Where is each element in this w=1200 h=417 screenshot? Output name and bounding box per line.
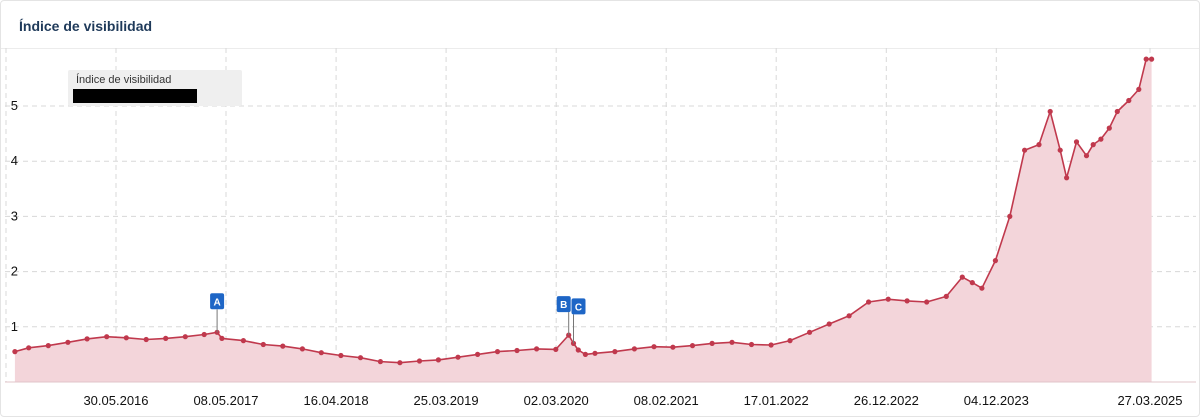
data-point [1036,142,1042,148]
data-point [768,342,774,348]
data-point [84,336,90,342]
data-point [104,334,110,340]
annotation-label: A [213,297,220,308]
data-point [959,274,965,280]
data-point [26,345,32,351]
data-point [299,346,305,352]
data-point [182,334,188,340]
data-point [494,349,501,355]
data-point [612,349,618,355]
data-point [357,355,364,361]
data-point [318,350,324,356]
x-tick-label: 25.03.2019 [414,393,479,408]
data-point [729,339,735,345]
data-point [377,359,383,365]
data-point [1136,86,1142,92]
annotation-label: B [560,300,567,311]
x-tick-label: 02.03.2020 [524,393,589,408]
data-point [1083,153,1090,159]
data-point [514,347,520,354]
x-tick-label: 16.04.2018 [304,393,369,408]
data-point [260,341,266,348]
y-tick-label: 3 [11,208,18,223]
data-point [280,343,286,349]
data-point [846,313,852,319]
data-point [1007,213,1013,219]
data-point [201,331,207,338]
data-point [651,344,657,350]
legend-redacted-value [73,89,197,103]
series-area [14,59,1152,382]
data-point [534,346,540,352]
data-point [866,299,872,305]
data-point [455,354,461,360]
data-point [338,352,344,359]
card-title: Índice de visibilidad [19,18,153,34]
x-tick-label: 08.02.2021 [634,393,699,408]
data-point [1126,97,1132,104]
data-point [1057,147,1063,153]
y-tick-label: 2 [11,264,18,279]
data-point [1064,175,1070,181]
data-point [475,351,481,357]
data-point [631,346,638,352]
y-tick-label: 5 [11,98,18,113]
data-point [219,335,225,341]
data-point [1047,108,1053,115]
data-point [709,340,715,346]
x-tick-label: 04.12.2023 [964,393,1029,408]
data-point [163,335,169,341]
data-point [45,343,51,349]
data-point [416,358,423,364]
data-point [582,351,589,357]
data-point [12,349,18,355]
x-tick-label: 30.05.2016 [83,393,148,408]
x-tick-label: 27.03.2025 [1117,393,1182,408]
data-point [1106,125,1112,131]
data-point [592,350,598,356]
title-divider [1,48,1199,49]
y-tick-label: 4 [11,153,18,168]
data-point [904,298,910,304]
legend-label: Índice de visibilidad [76,74,172,86]
data-point [1090,142,1096,148]
data-point [992,258,999,264]
data-point [1149,56,1155,62]
data-point [1073,139,1080,145]
data-point [123,335,129,341]
annotation-marker [571,298,586,315]
data-point [240,338,246,344]
data-point [969,280,975,286]
data-point [689,343,696,349]
data-point [670,344,676,350]
data-point [143,336,149,343]
data-point [1022,147,1028,153]
data-point [748,341,755,348]
data-point [826,321,832,327]
data-point [885,296,891,302]
data-point [807,329,813,335]
annotation-marker [556,296,571,313]
data-point [575,347,581,353]
legend-tooltip: Índice de visibilidad [68,70,242,106]
data-point [979,285,985,291]
data-point [65,339,71,345]
data-point [787,338,793,344]
x-tick-label: 17.01.2022 [744,393,809,408]
data-point [1098,136,1104,142]
data-point [924,299,930,305]
data-point [1143,56,1149,62]
data-point [435,357,441,363]
data-point [1114,108,1120,115]
x-tick-label: 08.05.2017 [193,393,258,408]
x-tick-label: 26.12.2022 [854,393,919,408]
y-tick-label: 1 [11,319,18,334]
data-point [553,346,559,352]
annotation-marker [210,293,225,310]
data-point [397,360,403,366]
data-point [943,293,949,299]
annotation-label: C [575,302,582,313]
